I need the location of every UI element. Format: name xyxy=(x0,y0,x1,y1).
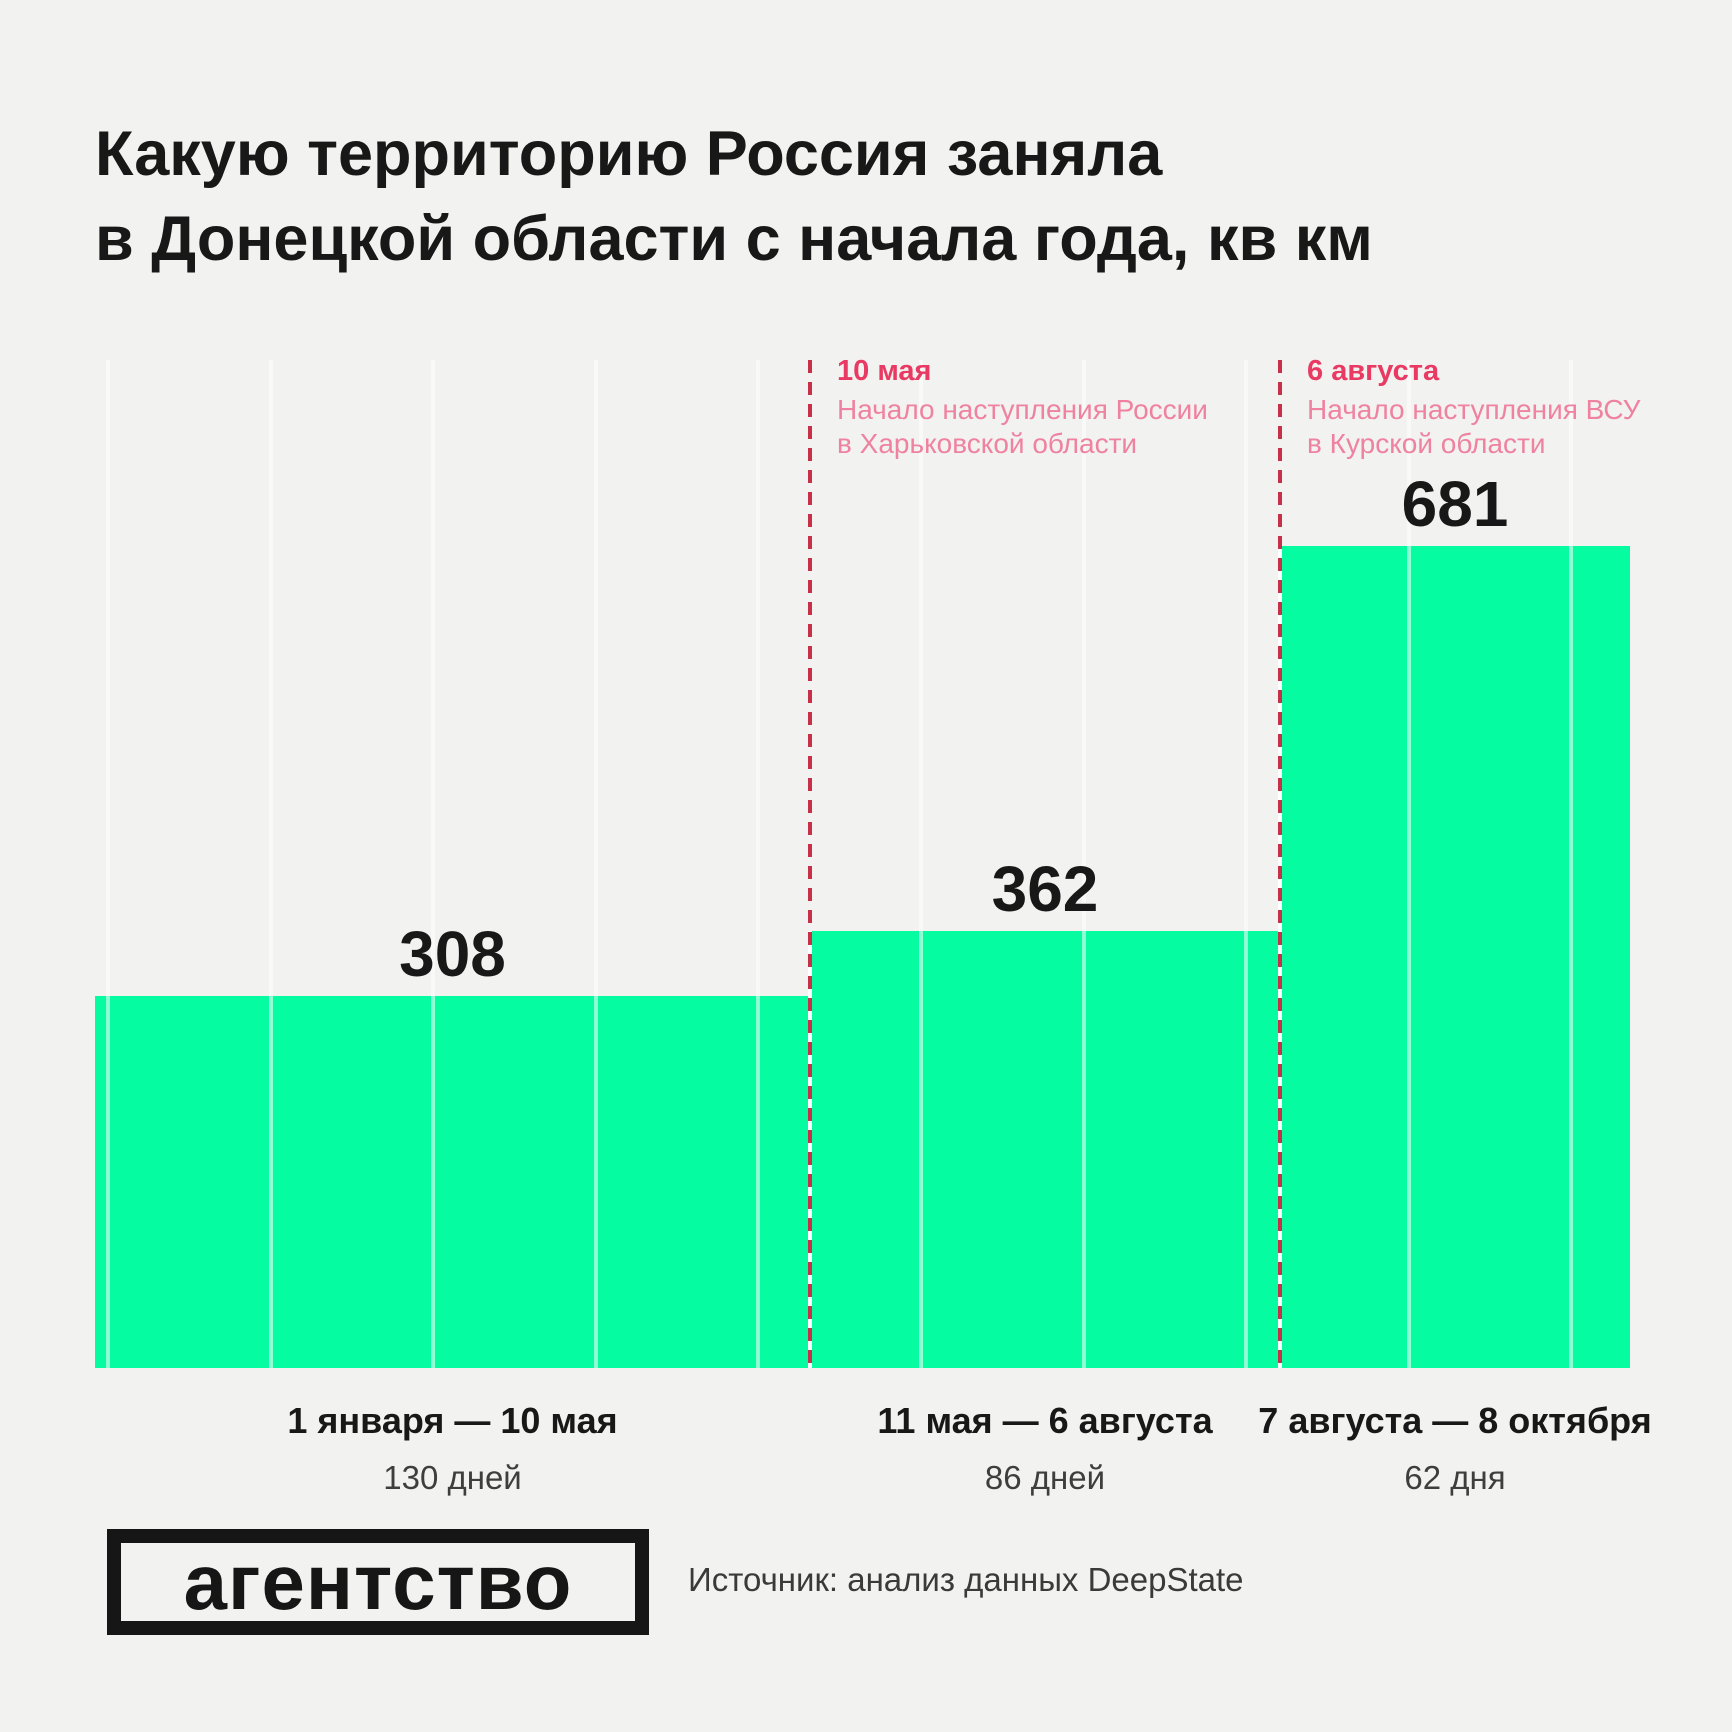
annotation-date: 6 августа xyxy=(1307,355,1440,387)
page-title-line1: Какую территорию Россия заняла xyxy=(95,119,1163,189)
agentstvo-logo-text: агентство xyxy=(183,1538,573,1626)
x-axis-duration: 86 дней xyxy=(984,1459,1106,1496)
event-annotation: 6 августа Начало наступления ВСУ в Курской… xyxy=(1307,354,1640,461)
annotation-text: Начало наступления ВСУ xyxy=(1307,394,1641,425)
bar-value-label: 362 xyxy=(991,853,1099,925)
page-title-line2: в Донецкой области с начала года, кв км xyxy=(95,204,1373,274)
x-axis-range: 7 августа — 8 октября xyxy=(1258,1400,1652,1441)
month-gridline xyxy=(594,360,599,1368)
event-dashed-line xyxy=(1278,360,1283,1368)
x-axis-label: 7 августа — 8 октября 62 дня xyxy=(1258,1400,1651,1497)
event-dashed-line xyxy=(808,360,812,1368)
x-axis-label: 1 января — 10 мая 130 дней xyxy=(287,1400,617,1497)
month-gridline xyxy=(1569,360,1574,1368)
bar-segment xyxy=(1280,546,1630,1368)
month-gridline xyxy=(431,360,435,1368)
x-axis-duration: 62 дня xyxy=(1404,1459,1506,1496)
month-gridline xyxy=(1243,360,1248,1368)
annotation-date: 10 мая xyxy=(837,355,932,387)
annotation-text: в Курской области xyxy=(1307,428,1546,459)
x-axis-label: 11 мая — 6 августа 86 дней xyxy=(877,1400,1212,1497)
month-gridline xyxy=(755,360,760,1368)
month-gridline xyxy=(269,360,274,1368)
x-axis-range: 1 января — 10 мая xyxy=(287,1400,618,1441)
page-title: Какую территорию Россия заняла в Донецко… xyxy=(95,112,1373,282)
month-gridline xyxy=(106,360,111,1368)
x-axis-duration: 130 дней xyxy=(383,1459,522,1496)
event-annotation: 10 мая Начало наступления России в Харьков… xyxy=(837,354,1208,461)
month-gridline xyxy=(1406,360,1411,1368)
month-gridline xyxy=(1082,360,1086,1368)
source-credit: Источник: анализ данных DeepState xyxy=(688,1561,1244,1598)
bar-chart: 10 мая Начало наступления России в Харьков… xyxy=(95,355,1652,1496)
x-axis-range: 11 мая — 6 августа xyxy=(877,1400,1213,1441)
bar-value-label: 681 xyxy=(1401,468,1509,540)
bar-segment xyxy=(95,996,810,1368)
annotation-text: в Харьковской области xyxy=(837,428,1138,459)
bar-value-label: 308 xyxy=(399,918,506,990)
annotation-text: Начало наступления России xyxy=(837,394,1208,425)
month-gridline xyxy=(918,360,923,1368)
bar-segment xyxy=(810,931,1281,1368)
agentstvo-logo: агентство xyxy=(107,1529,649,1635)
